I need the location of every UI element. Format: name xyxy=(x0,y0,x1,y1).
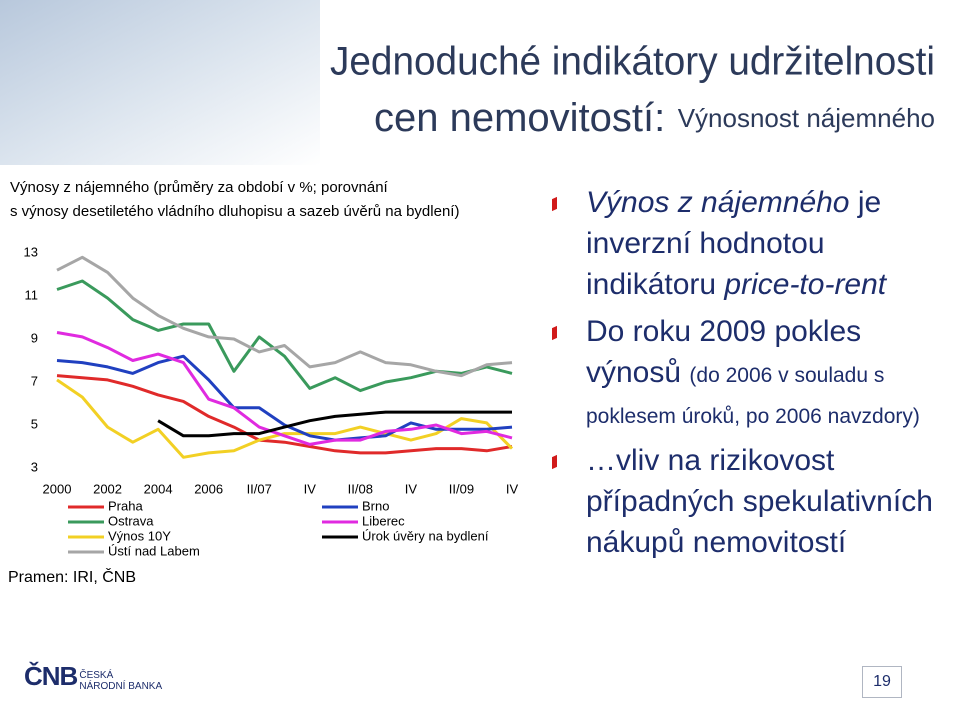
slide-title-line: cen nemovitostí: Výnosnost nájemného xyxy=(374,96,935,140)
chart-title: Výnosy z nájemného (průměry za období v … xyxy=(10,179,388,196)
legend-label: Praha xyxy=(108,498,143,513)
series-line xyxy=(56,354,513,442)
slide-title: cen nemovitostí: xyxy=(374,96,665,140)
x-tick-label: 2000 xyxy=(43,481,72,496)
x-tick-label: IV xyxy=(506,481,519,496)
series-line xyxy=(56,279,513,393)
x-tick-label: II/07 xyxy=(247,481,272,496)
x-tick-label: IV xyxy=(304,481,317,496)
y-tick-label: 7 xyxy=(31,373,38,388)
y-tick-label: 5 xyxy=(31,416,38,431)
series-line xyxy=(157,410,512,438)
x-tick-label: II/08 xyxy=(348,481,373,496)
legend-label: Úrok úvěry na bydlení xyxy=(362,528,489,543)
series-line xyxy=(56,255,513,378)
bullet-text: price-to-rent xyxy=(724,268,887,301)
x-tick-label: 2002 xyxy=(93,481,122,496)
page-number: 19 xyxy=(862,666,902,698)
bullet-text: (do 2006 v souladu s poklesem úroků, po … xyxy=(586,364,920,428)
x-tick-label: 2004 xyxy=(144,481,173,496)
bullet: Do roku 2009 pokles výnosů (do 2006 v so… xyxy=(586,311,948,434)
bullet-text: Do roku 2009 pokles výnosů xyxy=(586,315,862,389)
legend-label: Ostrava xyxy=(108,513,154,528)
logo-name: ČESKÁ NÁRODNÍ BANKA xyxy=(79,670,162,692)
slide-subtitle: Výnosnost nájemného xyxy=(678,103,935,133)
x-tick-label: 2006 xyxy=(194,481,223,496)
legend-label: Brno xyxy=(362,498,389,513)
bullet-text: Výnos z nájemného xyxy=(586,186,850,219)
bullet-text: …vliv na rizikovost případných spekulati… xyxy=(586,444,933,559)
slide-title: Jednoduché indikátory udržitelnosti xyxy=(330,40,935,84)
bullet-text: je inverzní hodnotou indikátoru xyxy=(586,186,882,301)
legend-label: Ústí nad Labem xyxy=(108,543,200,558)
x-tick-label: II/09 xyxy=(449,481,474,496)
bullet-list: Výnos z nájemného je inverzní hodnotou i… xyxy=(586,182,948,569)
chart-title: s výnosy desetiletého vládního dluhopisu… xyxy=(10,203,460,220)
legend-label: Liberec xyxy=(362,513,405,528)
y-tick-label: 11 xyxy=(25,287,39,302)
y-tick-label: 13 xyxy=(24,244,38,259)
series-line xyxy=(56,331,513,446)
logo-name-line: ČESKÁ xyxy=(79,670,114,681)
source-note: Pramen: IRI, ČNB xyxy=(8,569,137,586)
logo-name-line: NÁRODNÍ BANKA xyxy=(79,681,163,692)
bullet: Výnos z nájemného je inverzní hodnotou i… xyxy=(586,182,948,305)
legend-label: Výnos 10Y xyxy=(108,528,171,543)
logo-mark: ČNB xyxy=(24,661,78,691)
logo: ČNB ČESKÁ NÁRODNÍ BANKA xyxy=(24,661,162,692)
y-tick-label: 9 xyxy=(31,330,38,345)
x-tick-label: IV xyxy=(405,481,418,496)
bullet: …vliv na rizikovost případných spekulati… xyxy=(586,440,948,563)
header-image xyxy=(0,0,320,165)
series-line xyxy=(56,378,514,459)
y-tick-label: 3 xyxy=(31,459,38,474)
series-line xyxy=(56,374,513,455)
